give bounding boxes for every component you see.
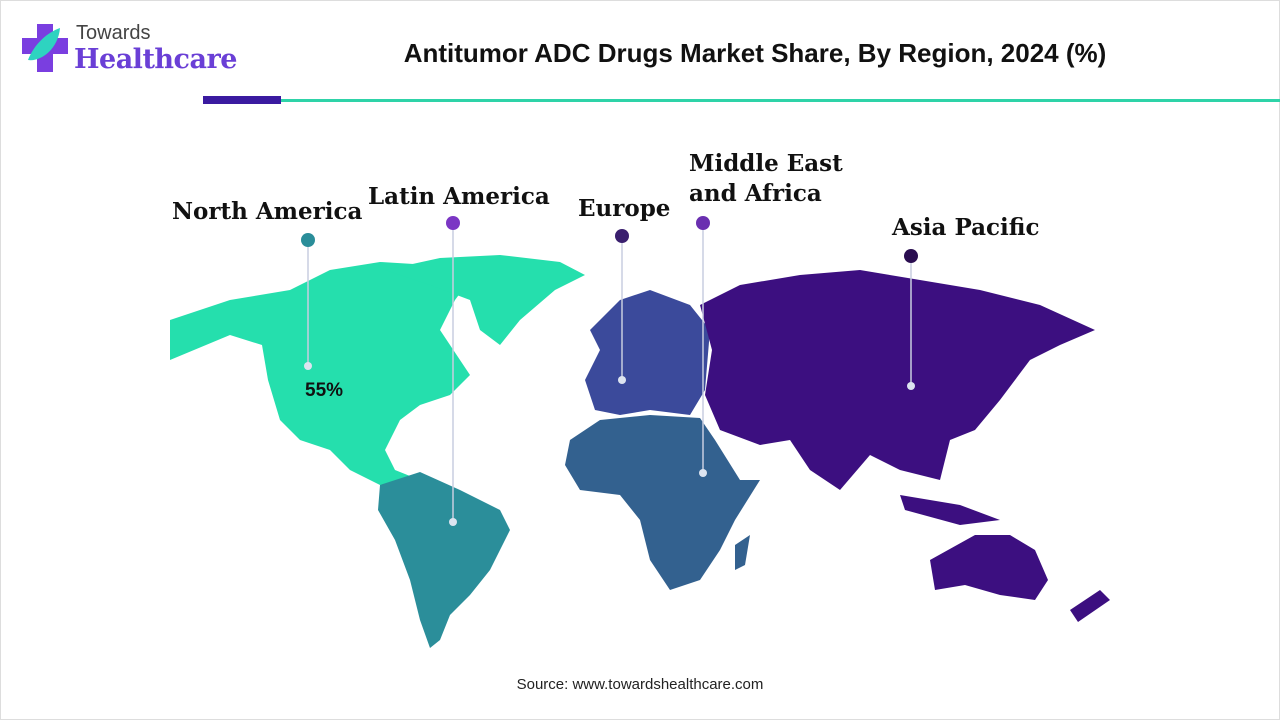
brand-line1: Towards xyxy=(76,22,151,44)
region-north-america xyxy=(170,255,585,490)
title-underline-accent xyxy=(203,96,281,104)
marker-dot xyxy=(696,216,710,230)
region-middle-east-africa xyxy=(565,415,760,590)
landmass xyxy=(700,270,1095,490)
source-note: Source: www.towardshealthcare.com xyxy=(516,676,764,693)
label-middle-east-africa: Middle East and Africa xyxy=(689,150,843,207)
landmass xyxy=(900,495,1110,622)
marker-middle-east-africa xyxy=(696,216,710,477)
landmass xyxy=(565,415,760,590)
landmass xyxy=(378,472,510,648)
marker-dot xyxy=(301,233,315,247)
marker-asia-pacific xyxy=(904,249,918,390)
label-europe: Europe xyxy=(578,195,671,222)
medical-cross-leaf-icon xyxy=(22,24,68,72)
landmass xyxy=(585,290,710,415)
chart-title: Antitumor ADC Drugs Market Share, By Reg… xyxy=(403,38,1107,68)
label-latin-america: Latin America xyxy=(368,183,550,210)
marker-europe xyxy=(615,229,629,384)
region-latin-america xyxy=(378,472,510,648)
landmass xyxy=(385,255,585,345)
marker-dot xyxy=(615,229,629,243)
title-underline xyxy=(281,99,1280,102)
marker-dot xyxy=(446,216,460,230)
label-asia-pacific: Asia Pacific xyxy=(892,214,1040,241)
brand-logo: Towards Healthcare xyxy=(22,20,242,82)
value-north-america: 55% xyxy=(305,380,344,401)
landmass xyxy=(170,262,470,490)
region-asia-pacific xyxy=(700,270,1110,622)
marker-dot xyxy=(904,249,918,263)
brand-line2: Healthcare xyxy=(74,44,237,75)
marker-north-america xyxy=(301,233,315,370)
region-europe xyxy=(585,290,710,415)
label-north-america: North America xyxy=(172,198,363,225)
marker-latin-america xyxy=(446,216,460,526)
